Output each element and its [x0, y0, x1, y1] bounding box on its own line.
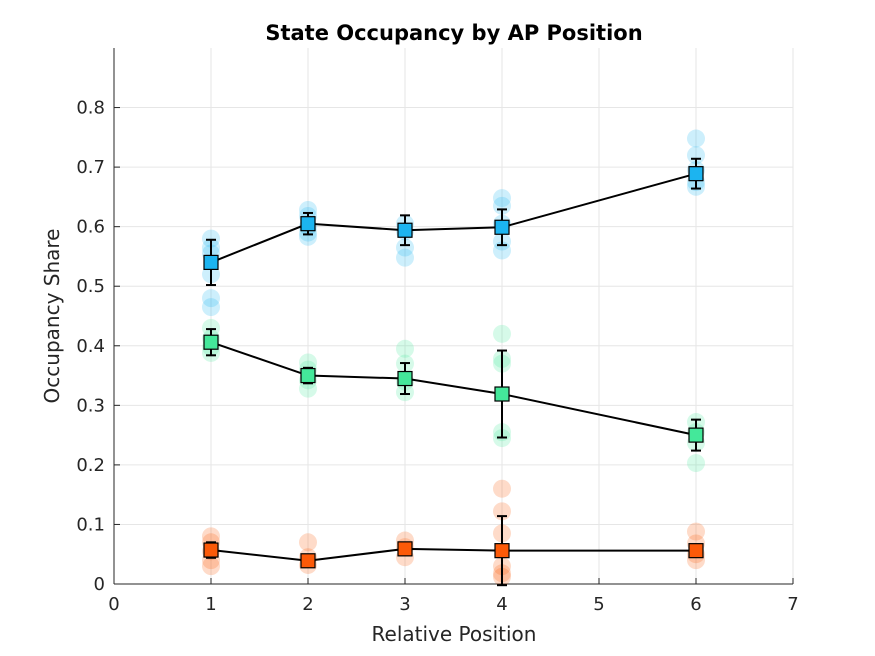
- x-axis-label: Relative Position: [372, 622, 537, 646]
- data-point: [396, 238, 414, 257]
- data-point: [493, 479, 511, 498]
- data-point: [493, 189, 511, 208]
- mean-marker: [203, 334, 219, 350]
- data-point: [687, 522, 705, 541]
- x-tick-label: 5: [593, 594, 604, 615]
- data-point: [299, 533, 317, 552]
- mean-marker: [494, 219, 510, 235]
- y-tick-label: 0.7: [76, 157, 105, 178]
- x-tick-label: 4: [496, 594, 507, 615]
- y-tick-label: 0.2: [76, 455, 105, 476]
- mean-marker: [203, 542, 219, 558]
- mean-marker: [300, 553, 316, 569]
- y-tick-label: 0.8: [76, 98, 105, 119]
- axes: [113, 48, 794, 585]
- mean-marker: [300, 367, 316, 384]
- y-tick-label: 0: [94, 574, 105, 595]
- mean-marker: [300, 216, 316, 232]
- y-tick-label: 0.3: [76, 395, 105, 416]
- x-tick-label: 7: [787, 594, 798, 615]
- x-tick-label: 3: [399, 594, 410, 615]
- data-point: [299, 227, 317, 246]
- data-point: [202, 318, 220, 337]
- x-tick-label: 1: [205, 594, 216, 615]
- mean-marker: [397, 541, 413, 557]
- data-point: [299, 200, 317, 219]
- plot-area: [114, 48, 793, 584]
- x-tick-label: 6: [690, 594, 701, 615]
- data-point: [493, 324, 511, 343]
- x-tick-label: 0: [108, 594, 119, 615]
- data-point: [202, 298, 220, 317]
- y-tick-label: 0.5: [76, 276, 105, 297]
- data-point: [396, 339, 414, 358]
- data-point: [202, 557, 220, 576]
- y-axis-label: Occupancy Share: [40, 229, 64, 404]
- mean-marker: [688, 166, 704, 182]
- data-point: [202, 289, 220, 308]
- chart-title: State Occupancy by AP Position: [265, 21, 642, 45]
- y-tick-label: 0.1: [76, 514, 105, 535]
- data-point: [687, 129, 705, 148]
- mean-marker: [688, 543, 704, 559]
- data-point: [202, 229, 220, 248]
- mean-marker: [397, 222, 413, 238]
- data-point: [396, 248, 414, 267]
- data-point: [687, 454, 705, 473]
- mean-markers: [203, 166, 704, 569]
- mean-marker: [203, 254, 219, 270]
- y-tick-label: 0.4: [76, 336, 105, 357]
- x-tick-label: 2: [302, 594, 313, 615]
- data-point: [202, 527, 220, 546]
- mean-marker: [494, 386, 510, 402]
- mean-marker: [494, 543, 510, 559]
- tick-labels: 0 1 2 3 4 5 6 7 0 0.1 0.2 0.3 0.4 0.5 0.6 0.7 0.8: [76, 98, 798, 615]
- mean-marker: [688, 427, 704, 443]
- y-tick-label: 0.6: [76, 217, 105, 238]
- mean-marker: [397, 370, 413, 387]
